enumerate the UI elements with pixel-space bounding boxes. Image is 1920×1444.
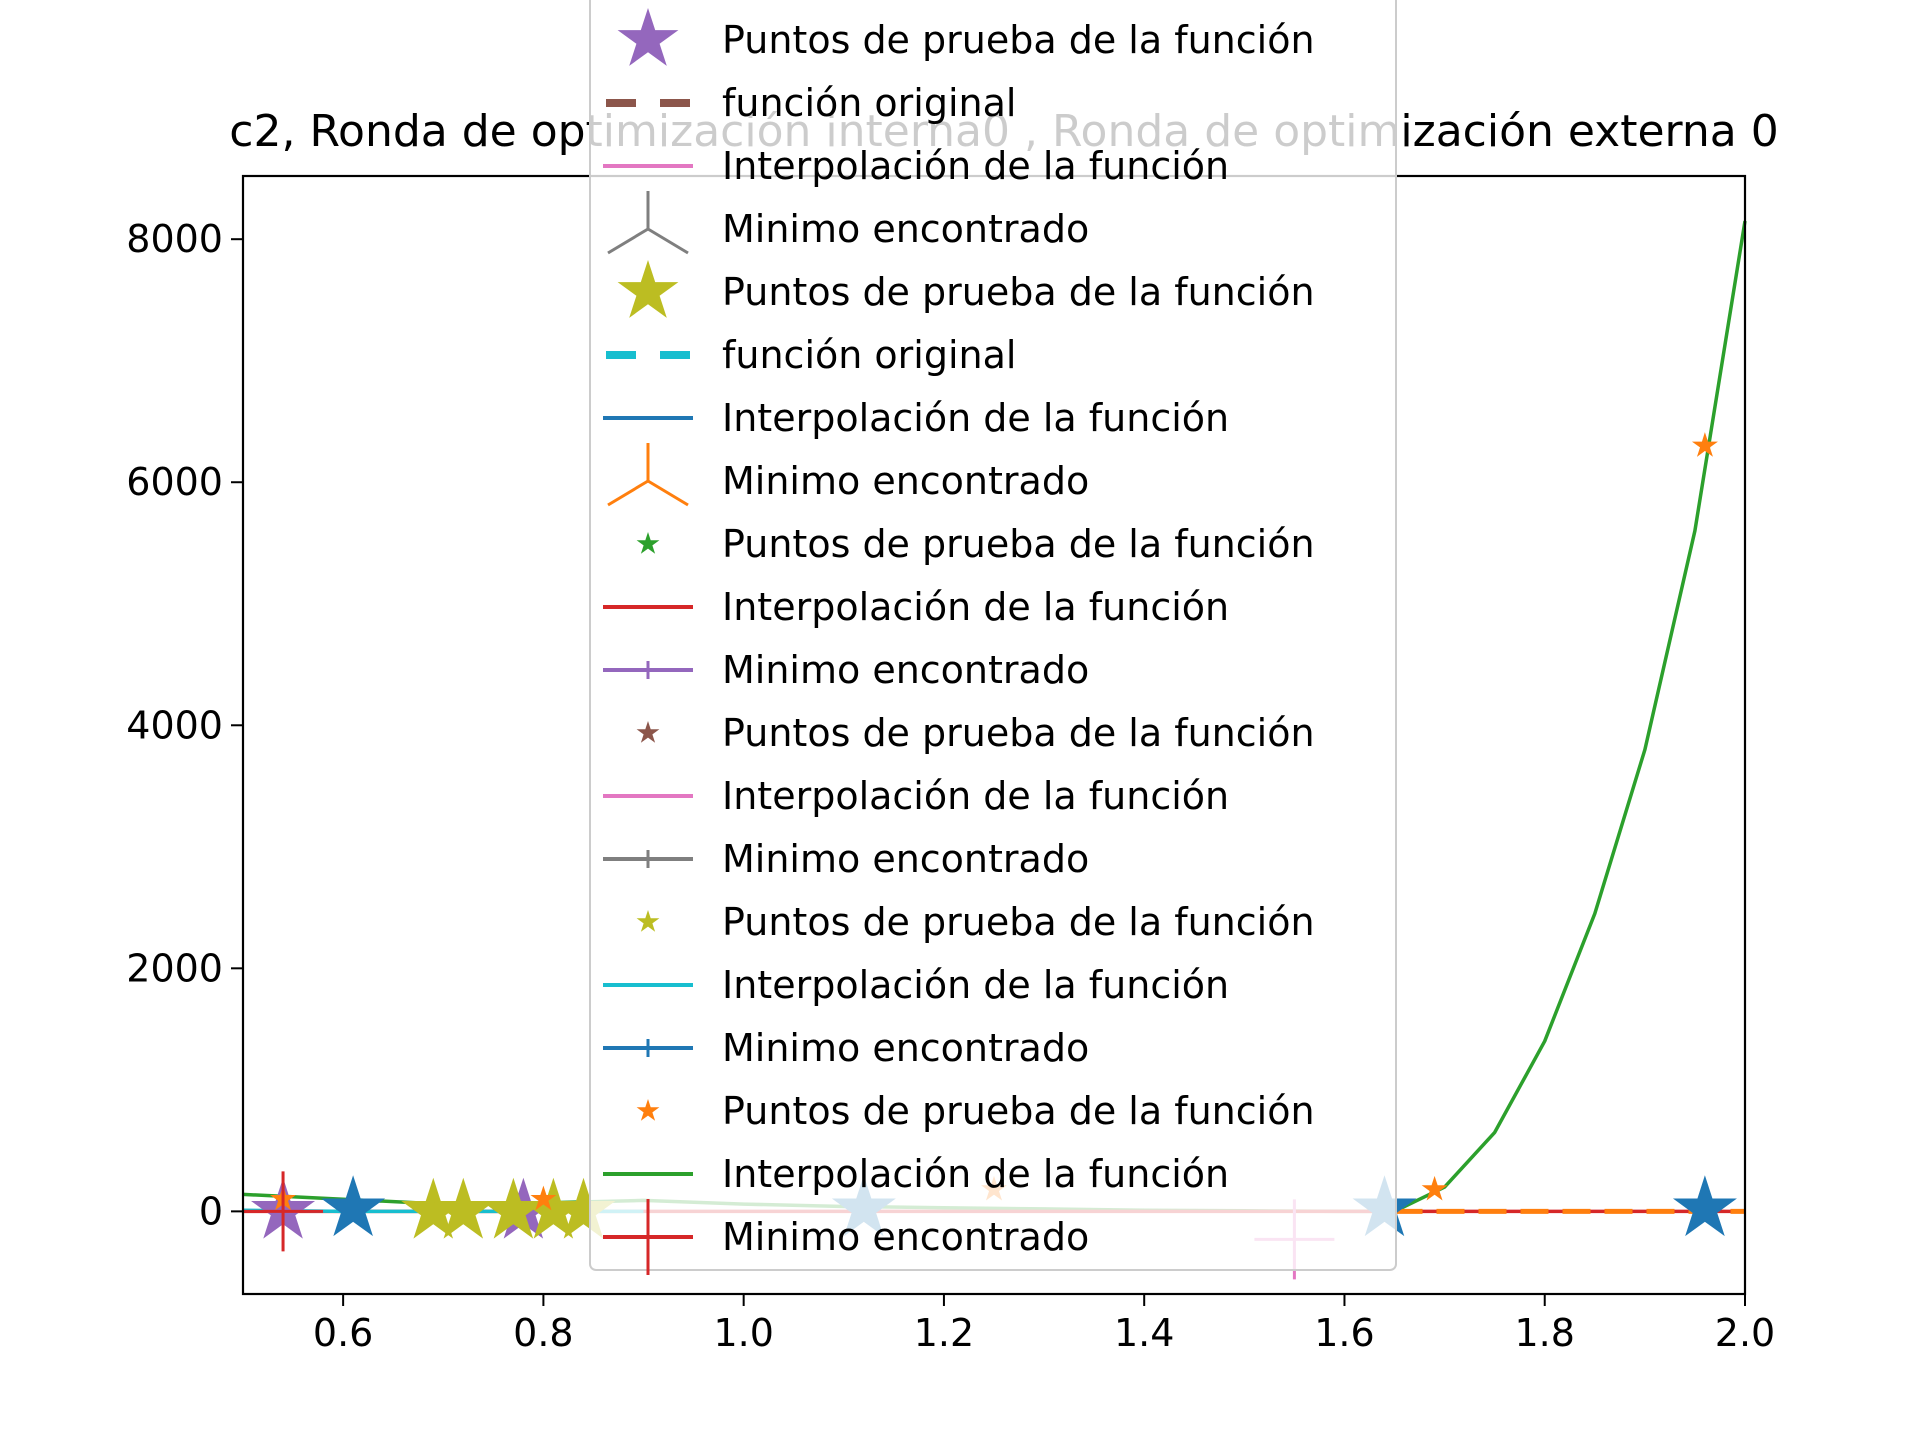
legend-entry: Minimo encontrado bbox=[603, 1026, 1089, 1070]
legend-entry: Minimo encontrado bbox=[607, 191, 1089, 255]
legend-entry: Puntos de prueba de la función bbox=[636, 1089, 1315, 1133]
legend-entry: función original bbox=[606, 333, 1016, 377]
legend-entry: Interpolación de la función bbox=[603, 144, 1229, 188]
ticks-layer: 0.6 0.8 1.0 1.2 1.4 1.6 1.8 2.0 0 2000 4000 6000 800… bbox=[126, 217, 1775, 1355]
legend-label: Minimo encontrado bbox=[722, 207, 1089, 251]
legend-label: Interpolación de la función bbox=[722, 774, 1229, 818]
legend-label: Puntos de prueba de la función bbox=[722, 18, 1315, 62]
x-tick-label: 0.8 bbox=[513, 1311, 573, 1355]
legend-entry: Interpolación de la función bbox=[603, 585, 1229, 629]
legend-label: Minimo encontrado bbox=[722, 459, 1089, 503]
legend-label: Interpolación de la función bbox=[722, 1152, 1229, 1196]
legend-entry: Minimo encontrado bbox=[603, 1199, 1089, 1275]
data-point bbox=[321, 1175, 386, 1237]
x-tick-label: 1.2 bbox=[914, 1311, 974, 1355]
legend-marker bbox=[636, 910, 660, 932]
series-6 bbox=[401, 1177, 616, 1239]
x-tick-label: 1.8 bbox=[1515, 1311, 1575, 1355]
y-tick-label: 2000 bbox=[126, 946, 223, 990]
legend-marker bbox=[607, 479, 649, 507]
legend-entry: Minimo encontrado bbox=[603, 837, 1089, 881]
x-tick-label: 1.4 bbox=[1114, 1311, 1174, 1355]
y-tick-label: 4000 bbox=[126, 703, 223, 747]
legend-label: Puntos de prueba de la función bbox=[722, 711, 1315, 755]
legend-label: Puntos de prueba de la función bbox=[722, 1089, 1315, 1133]
legend-label: Interpolación de la función bbox=[722, 144, 1229, 188]
x-tick-label: 1.6 bbox=[1314, 1311, 1374, 1355]
legend-label: Minimo encontrado bbox=[722, 648, 1089, 692]
legend-label: función original bbox=[722, 333, 1016, 377]
legend-label: Puntos de prueba de la función bbox=[722, 900, 1315, 944]
legend: Puntos de prueba de la función función or… bbox=[589, 0, 1397, 1275]
x-tick-label: 0.6 bbox=[313, 1311, 373, 1355]
legend-label: Interpolación de la función bbox=[722, 396, 1229, 440]
legend-label: Puntos de prueba de la función bbox=[722, 270, 1315, 314]
legend-marker bbox=[647, 227, 689, 255]
legend-marker bbox=[636, 721, 660, 743]
legend-label: Minimo encontrado bbox=[722, 837, 1089, 881]
data-point bbox=[1691, 432, 1718, 457]
legend-entry: Interpolación de la función bbox=[603, 963, 1229, 1007]
legend-entry: Puntos de prueba de la función bbox=[636, 522, 1315, 566]
legend-marker bbox=[636, 532, 660, 554]
legend-entry: Interpolación de la función bbox=[603, 396, 1229, 440]
legend-marker bbox=[617, 8, 679, 66]
legend-entry: Puntos de prueba de la función bbox=[636, 900, 1315, 944]
legend-label: Interpolación de la función bbox=[722, 585, 1229, 629]
legend-label: Minimo encontrado bbox=[722, 1026, 1089, 1070]
legend-entry: Minimo encontrado bbox=[603, 648, 1089, 692]
legend-entry: Minimo encontrado bbox=[607, 443, 1089, 507]
legend-entry: Puntos de prueba de la función bbox=[636, 711, 1315, 755]
legend-entry: Interpolación de la función bbox=[603, 774, 1229, 818]
data-point bbox=[1421, 1175, 1448, 1201]
series-8 bbox=[243, 1171, 324, 1252]
legend-label: Minimo encontrado bbox=[722, 1215, 1089, 1259]
x-tick-label: 2.0 bbox=[1715, 1311, 1775, 1355]
legend-label: Puntos de prueba de la función bbox=[722, 522, 1315, 566]
legend-label: Interpolación de la función bbox=[722, 963, 1229, 1007]
legend-marker bbox=[617, 260, 679, 318]
y-tick-label: 8000 bbox=[126, 217, 223, 261]
legend-marker bbox=[636, 1099, 660, 1121]
y-tick-label: 6000 bbox=[126, 460, 223, 504]
legend-entry: función original bbox=[606, 81, 1016, 125]
legend-label: función original bbox=[722, 81, 1016, 125]
legend-marker bbox=[647, 479, 689, 507]
legend-entry: Puntos de prueba de la función bbox=[617, 8, 1315, 66]
legend-box bbox=[589, 0, 1397, 1271]
data-point bbox=[530, 1185, 557, 1211]
legend-entry: Interpolación de la función bbox=[603, 1152, 1229, 1196]
legend-entry: Puntos de prueba de la función bbox=[617, 260, 1315, 318]
y-tick-label: 0 bbox=[199, 1189, 223, 1233]
data-point bbox=[1672, 1175, 1737, 1237]
x-tick-label: 1.0 bbox=[713, 1311, 773, 1355]
legend-marker bbox=[607, 227, 649, 255]
